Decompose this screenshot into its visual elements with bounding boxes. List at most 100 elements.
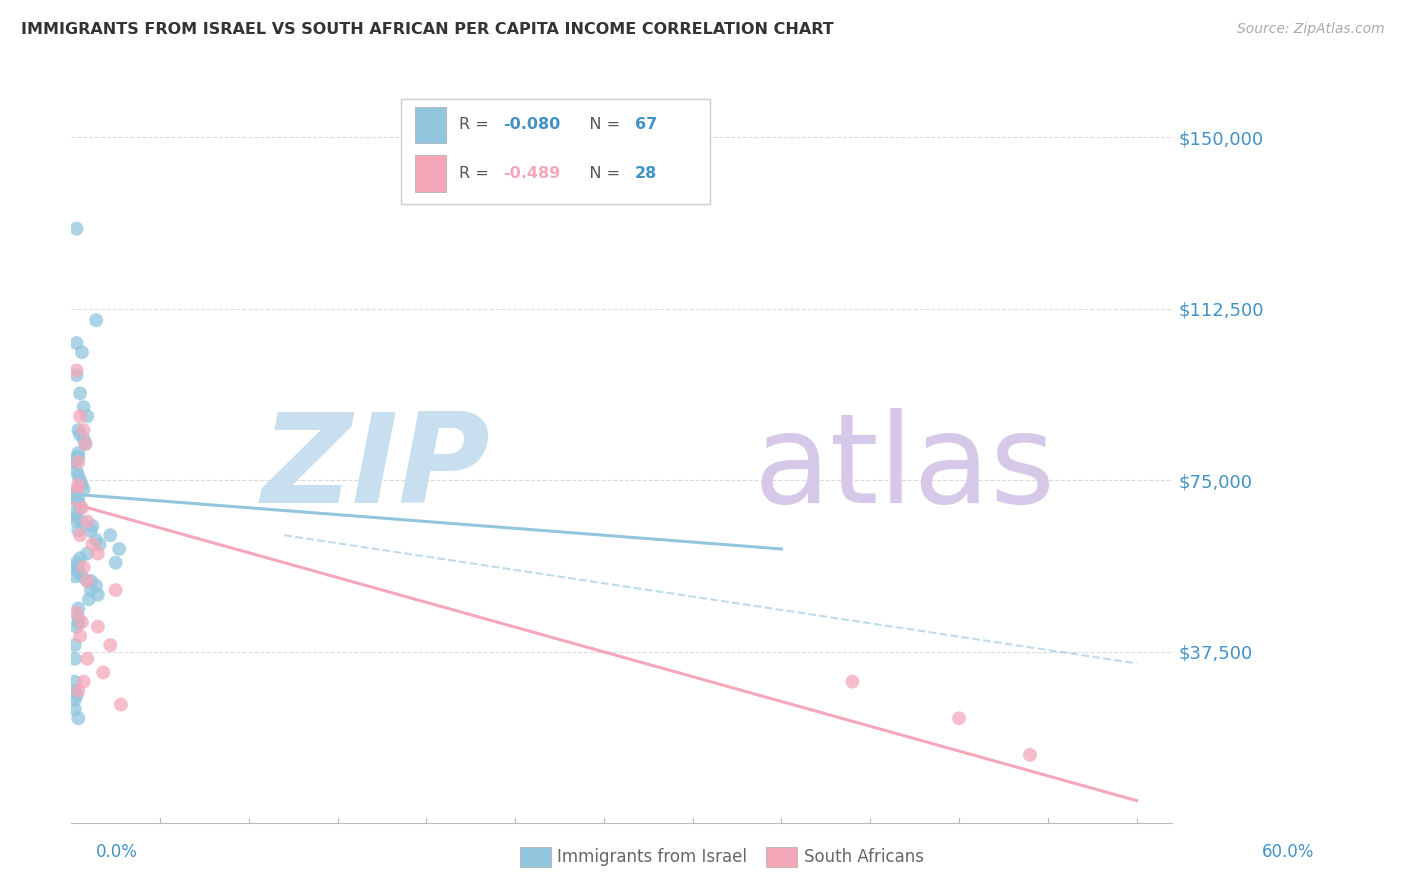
Point (62, 487, 84, 501)
Point (63, 455, 86, 469)
Point (70, 569, 93, 583)
Point (65, 510, 87, 524)
Point (65, 515, 87, 529)
Point (69, 427, 91, 442)
Text: Immigrants from Israel: Immigrants from Israel (557, 848, 747, 866)
Point (104, 556, 127, 570)
Point (70, 615, 93, 629)
Point (63, 487, 86, 501)
Text: South Africans: South Africans (804, 848, 924, 866)
Point (69, 473, 91, 487)
Point (948, 711, 970, 725)
Point (63, 455, 86, 469)
Point (76, 515, 98, 529)
Text: 0.0%: 0.0% (96, 843, 138, 861)
Point (67, 455, 90, 469)
Point (82, 519, 104, 533)
Point (77, 592, 100, 607)
Point (69, 500, 91, 515)
Point (76, 409, 98, 424)
Point (87, 620, 110, 634)
Bar (415, 107, 446, 143)
Point (98, 528, 121, 542)
Point (69, 629, 91, 643)
Point (65, 556, 87, 570)
Point (69, 551, 91, 566)
Point (91, 665, 114, 680)
Point (76, 547, 98, 561)
Point (75, 436, 97, 450)
Point (108, 541, 131, 556)
Point (73, 400, 96, 414)
Point (67, 446, 90, 460)
Point (63, 487, 86, 501)
Point (84, 313, 107, 327)
Point (84, 578, 107, 592)
Point (65, 620, 87, 634)
Point (65, 336, 87, 351)
Text: IMMIGRANTS FROM ISRAEL VS SOUTH AFRICAN PER CAPITA INCOME CORRELATION CHART: IMMIGRANTS FROM ISRAEL VS SOUTH AFRICAN … (21, 22, 834, 37)
Text: -0.080: -0.080 (503, 118, 560, 133)
Point (63, 491, 86, 506)
Point (70, 515, 93, 529)
FancyBboxPatch shape (402, 99, 710, 204)
Point (63, 683, 86, 698)
Point (76, 574, 98, 588)
Point (98, 638, 121, 652)
Text: N =: N = (574, 166, 626, 181)
Text: R =: R = (458, 118, 494, 133)
Point (63, 674, 86, 689)
Point (1019, 747, 1042, 762)
Point (63, 560, 86, 574)
Text: N =: N = (574, 118, 626, 133)
Text: 60.0%: 60.0% (1263, 843, 1315, 861)
Point (69, 409, 91, 424)
Point (67, 468, 90, 483)
Point (104, 583, 127, 598)
Point (67, 478, 90, 492)
Point (76, 652, 98, 666)
Point (89, 537, 111, 551)
Point (87, 547, 110, 561)
Point (73, 560, 96, 574)
Point (73, 432, 96, 446)
Point (65, 483, 87, 497)
Point (65, 221, 87, 235)
Point (110, 698, 132, 712)
Point (67, 601, 90, 615)
Point (73, 674, 96, 689)
Point (63, 569, 86, 583)
Point (65, 363, 87, 377)
Point (75, 436, 97, 450)
Point (69, 386, 91, 401)
Point (70, 500, 93, 515)
Point (73, 483, 96, 497)
Point (82, 537, 104, 551)
Point (70, 345, 93, 359)
Point (67, 560, 90, 574)
Point (65, 606, 87, 620)
Text: Source: ZipAtlas.com: Source: ZipAtlas.com (1237, 22, 1385, 37)
Point (80, 574, 103, 588)
Point (73, 423, 96, 437)
Point (63, 702, 86, 716)
Point (80, 524, 103, 538)
Point (69, 528, 91, 542)
Point (67, 565, 90, 579)
Point (84, 533, 107, 547)
Point (67, 711, 90, 725)
Point (76, 574, 98, 588)
Point (67, 610, 90, 624)
Point (841, 674, 863, 689)
Text: ZIP: ZIP (260, 409, 489, 529)
Text: R =: R = (458, 166, 494, 181)
Text: 67: 67 (636, 118, 657, 133)
Point (67, 496, 90, 510)
Point (65, 689, 87, 703)
Point (67, 683, 90, 698)
Point (67, 524, 90, 538)
Point (63, 693, 86, 707)
Point (87, 588, 110, 602)
Text: -0.489: -0.489 (503, 166, 560, 181)
Point (65, 464, 87, 478)
